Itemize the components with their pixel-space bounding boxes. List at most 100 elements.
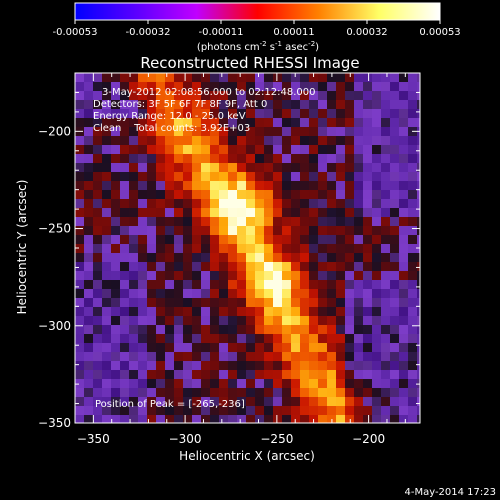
heatmap-pixel xyxy=(309,325,319,335)
colorbar-tick-label: -0.00032 xyxy=(126,27,171,38)
heatmap-pixel xyxy=(228,271,238,281)
heatmap-pixel xyxy=(129,244,139,254)
y-tick-label: −300 xyxy=(38,319,71,333)
heatmap-pixel xyxy=(183,118,193,128)
heatmap-pixel xyxy=(399,73,409,83)
heatmap-pixel xyxy=(174,136,184,146)
heatmap-pixel xyxy=(138,154,148,164)
heatmap-pixel xyxy=(210,145,220,155)
heatmap-pixel xyxy=(210,307,220,317)
heatmap-pixel xyxy=(192,352,202,362)
heatmap-pixel xyxy=(246,253,256,263)
heatmap-pixel xyxy=(75,388,85,398)
heatmap-pixel xyxy=(408,415,418,423)
heatmap-pixel xyxy=(327,280,337,290)
heatmap-pixel xyxy=(192,370,202,380)
heatmap-pixel xyxy=(129,136,139,146)
heatmap-pixel xyxy=(183,415,193,423)
heatmap-pixel xyxy=(111,388,121,398)
heatmap-pixel xyxy=(345,181,355,191)
heatmap-pixel xyxy=(84,307,94,317)
heatmap-pixel xyxy=(75,199,85,209)
heatmap-pixel xyxy=(336,298,346,308)
heatmap-pixel xyxy=(174,73,184,83)
heatmap-pixel xyxy=(147,73,157,83)
heatmap-pixel xyxy=(255,163,265,173)
heatmap-pixel xyxy=(282,226,292,236)
heatmap-pixel xyxy=(183,307,193,317)
heatmap-pixel xyxy=(372,379,382,389)
heatmap-pixel xyxy=(318,262,328,272)
heatmap-pixel xyxy=(399,163,409,173)
heatmap-pixel xyxy=(399,127,409,137)
heatmap-pixel xyxy=(246,91,256,101)
heatmap-pixel xyxy=(120,154,130,164)
heatmap-pixel xyxy=(273,172,283,182)
heatmap-pixel xyxy=(84,352,94,362)
heatmap-pixel xyxy=(120,109,130,119)
heatmap-pixel xyxy=(237,163,247,173)
heatmap-pixel xyxy=(318,91,328,101)
heatmap-pixel xyxy=(183,280,193,290)
heatmap-pixel xyxy=(372,91,382,101)
heatmap-pixel xyxy=(84,208,94,218)
heatmap-pixel xyxy=(345,199,355,209)
heatmap-pixel xyxy=(210,289,220,299)
heatmap-pixel xyxy=(408,397,418,407)
heatmap-pixel xyxy=(219,325,229,335)
heatmap-pixel xyxy=(264,208,274,218)
heatmap-pixel xyxy=(363,82,373,92)
footer-date: 4-May-2014 17:23 xyxy=(404,487,496,498)
heatmap-pixel xyxy=(264,379,274,389)
heatmap-pixel xyxy=(408,199,418,209)
heatmap-pixel xyxy=(183,154,193,164)
heatmap-pixel xyxy=(120,262,130,272)
heatmap-pixel xyxy=(381,190,391,200)
heatmap-pixel xyxy=(219,379,229,389)
heatmap-pixel xyxy=(390,316,400,326)
heatmap-pixel xyxy=(372,163,382,173)
heatmap-pixel xyxy=(129,118,139,128)
heatmap-pixel xyxy=(84,334,94,344)
heatmap-pixel xyxy=(354,253,364,263)
heatmap-pixel xyxy=(237,208,247,218)
heatmap-pixel xyxy=(210,334,220,344)
heatmap-pixel xyxy=(174,154,184,164)
heatmap-pixel xyxy=(174,199,184,209)
heatmap-pixel xyxy=(372,253,382,263)
heatmap-pixel xyxy=(408,325,418,335)
heatmap-pixel xyxy=(381,388,391,398)
heatmap-pixel xyxy=(183,397,193,407)
heatmap-pixel xyxy=(75,280,85,290)
heatmap-pixel xyxy=(138,163,148,173)
heatmap-pixel xyxy=(192,154,202,164)
heatmap-pixel xyxy=(156,91,166,101)
heatmap-pixel xyxy=(255,136,265,146)
heatmap-pixel xyxy=(399,406,409,416)
heatmap-pixel xyxy=(138,145,148,155)
heatmap-pixel xyxy=(255,271,265,281)
heatmap-pixel xyxy=(255,388,265,398)
heatmap-pixel xyxy=(264,226,274,236)
heatmap-pixel xyxy=(318,163,328,173)
heatmap-pixel xyxy=(300,217,310,227)
heatmap-pixel xyxy=(102,325,112,335)
heatmap-pixel xyxy=(273,370,283,380)
heatmap-pixel xyxy=(408,298,418,308)
heatmap-pixel xyxy=(138,289,148,299)
heatmap-pixel xyxy=(309,217,319,227)
heatmap-pixel xyxy=(264,235,274,245)
heatmap-pixel xyxy=(345,262,355,272)
heatmap-pixel xyxy=(93,145,103,155)
heatmap-pixel xyxy=(165,154,175,164)
heatmap-pixel xyxy=(129,172,139,182)
heatmap-pixel xyxy=(102,388,112,398)
heatmap-pixel xyxy=(381,316,391,326)
heatmap-pixel xyxy=(345,118,355,128)
heatmap-pixel xyxy=(138,370,148,380)
heatmap-pixel xyxy=(156,181,166,191)
heatmap-pixel xyxy=(309,343,319,353)
heatmap-pixel xyxy=(327,163,337,173)
heatmap-pixel xyxy=(183,91,193,101)
heatmap-pixel xyxy=(381,343,391,353)
